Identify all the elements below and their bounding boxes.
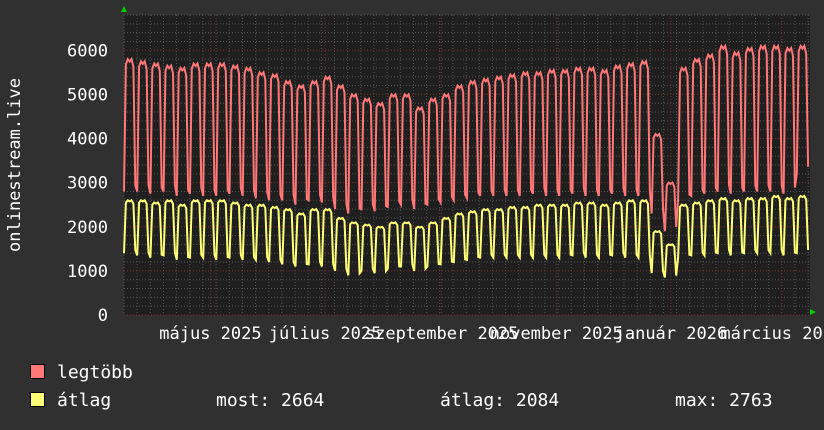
legend-swatch-avg <box>30 392 45 407</box>
y-tick-label: 4000 <box>67 130 108 150</box>
series-line-max <box>123 43 810 232</box>
x-tick-label: július 2025 <box>269 324 382 344</box>
y-tick-label: 1000 <box>67 262 108 282</box>
stat-now: most: 2664 <box>216 390 325 411</box>
series-line-avg <box>123 194 810 278</box>
legend-item-avg: átlag <box>30 390 111 411</box>
y-tick-label: 6000 <box>67 41 108 61</box>
x-tick-label: szeptember 2025 <box>365 324 519 344</box>
y-axis-label: onlinestream.live <box>5 78 25 252</box>
x-axis-arrow-icon <box>810 309 816 315</box>
y-tick-label: 2000 <box>67 218 108 238</box>
series-group <box>123 43 810 278</box>
stat-average: átlag: 2084 <box>440 390 560 411</box>
x-tick-label: november 2025 <box>490 324 623 344</box>
legend-label-avg: átlag <box>57 390 112 411</box>
legend-label-max: legtöbb <box>57 362 133 383</box>
x-tick-label: május 2025 <box>159 324 261 344</box>
legend-item-max: legtöbb <box>30 362 133 383</box>
x-tick-label: március 2026 <box>720 324 824 344</box>
y-tick-label: 0 <box>98 306 108 326</box>
y-tick-labels: 0 1000 2000 3000 4000 5000 6000 <box>67 41 108 326</box>
stat-max: max: 2763 <box>675 390 773 411</box>
legend-swatch-max <box>30 364 45 379</box>
x-tick-label: január 2026 <box>615 324 728 344</box>
y-tick-label: 5000 <box>67 85 108 105</box>
chart: 0 1000 2000 3000 4000 5000 6000 május 2025 júli… <box>5 6 824 344</box>
y-tick-label: 3000 <box>67 174 108 194</box>
y-axis-arrow-icon <box>121 6 127 12</box>
